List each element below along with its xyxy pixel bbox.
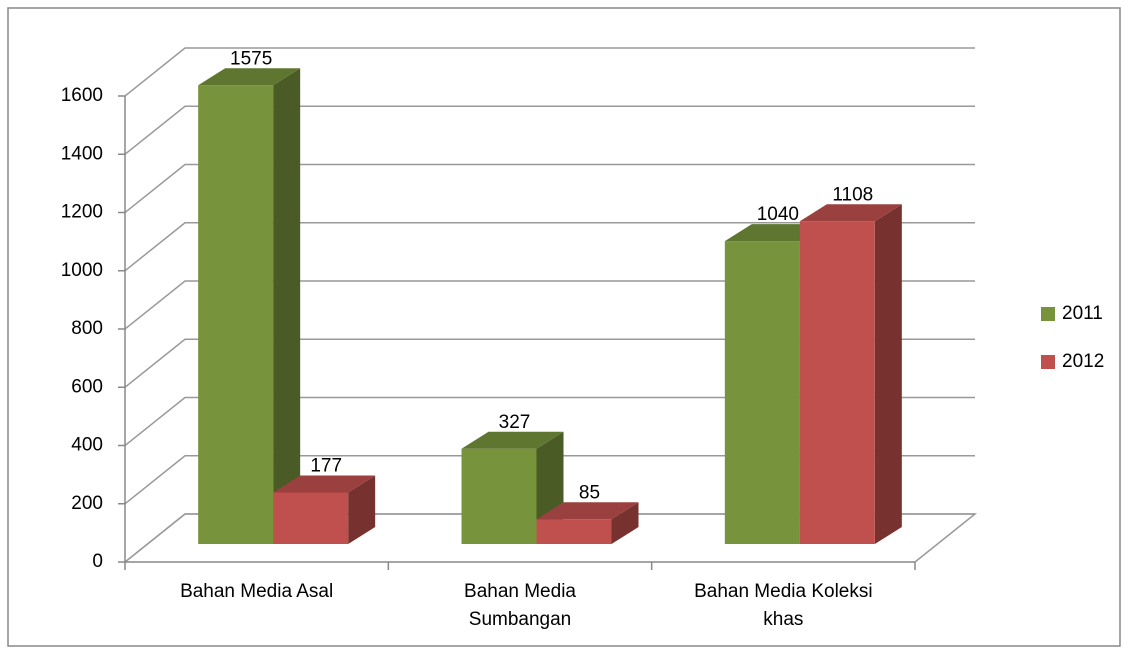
y-tick-label: 600 bbox=[71, 376, 103, 397]
x-tick-label: Bahan Media Sumbangan bbox=[464, 581, 576, 630]
data-label: 1040 bbox=[757, 204, 799, 225]
y-tick-label: 1000 bbox=[61, 260, 103, 281]
y-tick-label: 1200 bbox=[61, 202, 103, 223]
bar-side bbox=[611, 502, 639, 544]
bar-top bbox=[273, 475, 376, 493]
bar-top bbox=[198, 68, 301, 86]
y-tick-label: 200 bbox=[71, 493, 103, 514]
y-tick-label: 400 bbox=[71, 435, 103, 456]
bar-side bbox=[348, 475, 376, 544]
x-tick-label: Bahan Media Koleksi khas bbox=[694, 581, 873, 630]
bar-front bbox=[724, 241, 800, 544]
legend-swatch bbox=[1041, 307, 1055, 321]
bar-front bbox=[198, 85, 274, 544]
legend-swatch bbox=[1041, 355, 1055, 369]
bar-top bbox=[536, 502, 639, 520]
grid-line bbox=[124, 280, 975, 330]
y-tick-label: 0 bbox=[92, 551, 103, 572]
data-label: 85 bbox=[579, 482, 600, 503]
y-tick-label: 800 bbox=[71, 318, 103, 339]
bar-top bbox=[461, 431, 564, 449]
frame bbox=[7, 7, 1121, 647]
data-label: 177 bbox=[310, 455, 342, 476]
grid-line bbox=[124, 163, 975, 214]
bar-front bbox=[273, 492, 349, 544]
grid-line bbox=[124, 338, 975, 388]
grid-line bbox=[124, 396, 975, 447]
y-tick-label: 1400 bbox=[61, 143, 103, 164]
bar bbox=[536, 502, 639, 544]
data-label: 1108 bbox=[832, 184, 873, 205]
grid-line bbox=[124, 513, 975, 563]
bar bbox=[273, 475, 376, 544]
grid-line bbox=[124, 455, 975, 505]
bar bbox=[461, 431, 564, 544]
legend-label: 2011 bbox=[1062, 303, 1103, 324]
bar bbox=[198, 68, 301, 544]
y-tick-label: 1600 bbox=[61, 85, 103, 106]
data-label: 327 bbox=[499, 412, 531, 433]
bar-side bbox=[273, 68, 301, 544]
bar-front bbox=[461, 448, 537, 544]
grid-line bbox=[124, 222, 975, 272]
bar-side bbox=[874, 204, 902, 545]
legend-label: 2012 bbox=[1062, 351, 1104, 372]
grid-line bbox=[124, 47, 975, 97]
bar bbox=[799, 204, 902, 545]
grid-line bbox=[124, 105, 975, 155]
data-label: 1575 bbox=[230, 48, 272, 69]
bar-front bbox=[536, 519, 612, 544]
x-tick-label: Bahan Media Asal bbox=[180, 581, 334, 602]
bar-front bbox=[799, 221, 875, 545]
bar-top bbox=[799, 204, 902, 222]
